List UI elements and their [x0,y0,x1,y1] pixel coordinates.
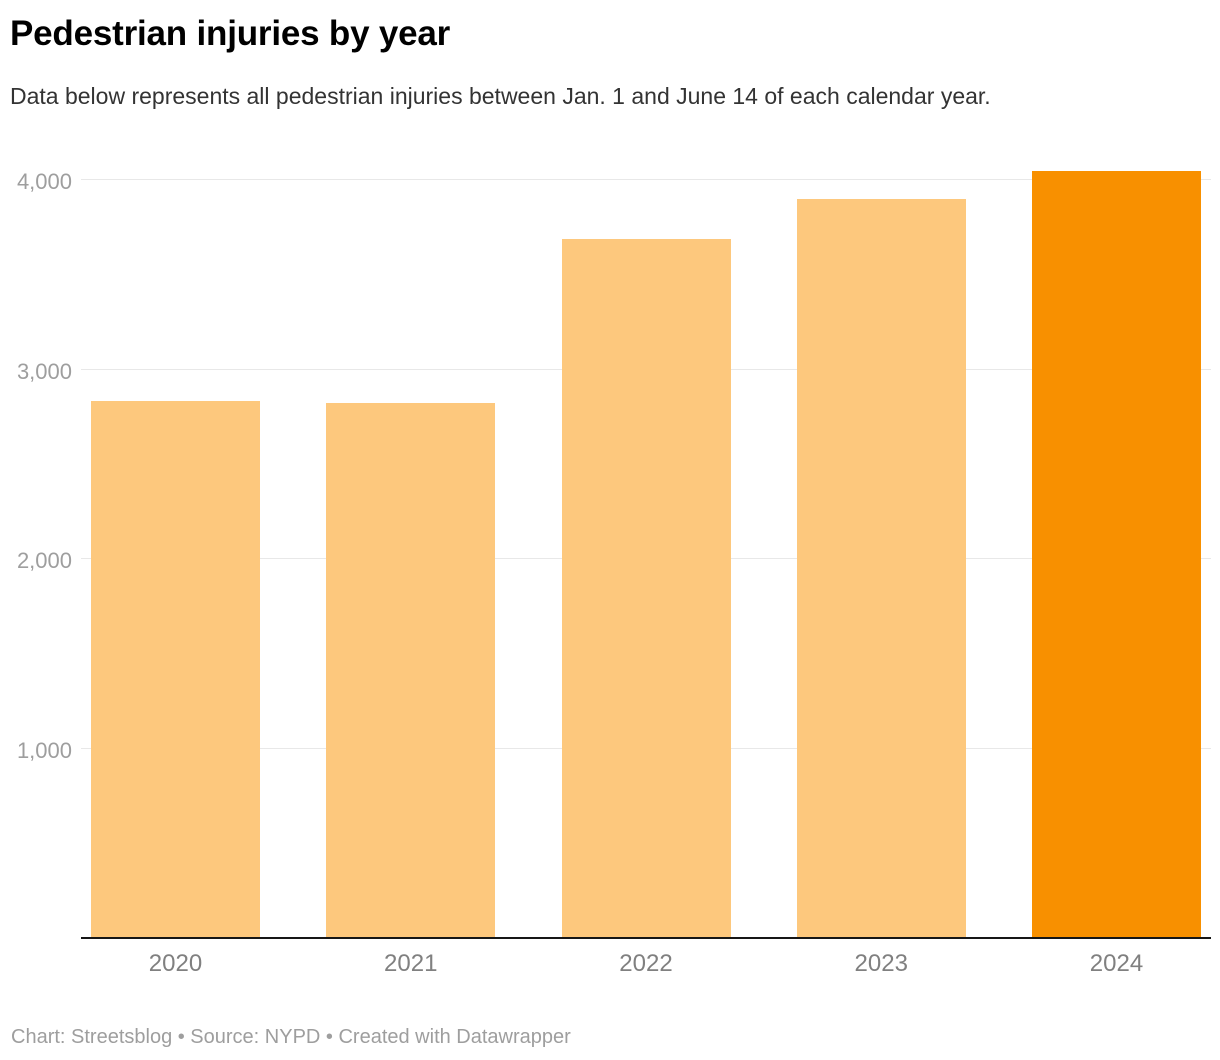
bar-2021 [326,402,496,937]
bar-2020 [91,400,260,937]
bar-chart-plot-area: 1,000 2,000 3,000 4,000 2020 2021 2022 2023 2024 [16,169,1211,977]
bar-2024 [1032,171,1201,937]
y-axis-tick-label: 2,000 [16,548,72,573]
y-gridline-4000 [81,179,1211,180]
bar-2022 [561,238,731,937]
bar-2023 [796,198,966,937]
x-axis-label-2022: 2022 [619,950,673,977]
chart-title: Pedestrian injuries by year [10,14,451,53]
x-axis-line [81,937,1211,939]
y-axis-tick-label: 4,000 [16,169,72,194]
x-axis-label-2023: 2023 [854,950,908,977]
chart-footer-attribution: Chart: Streetsblog • Source: NYPD • Crea… [11,1026,571,1048]
y-axis-tick-label: 1,000 [16,737,72,763]
x-axis-label-2020: 2020 [148,950,203,977]
chart-subtitle: Data below represents all pedestrian inj… [10,83,991,109]
x-axis-label-2021: 2021 [384,950,438,977]
y-axis-tick-label: 3,000 [16,358,72,384]
x-axis-label-2024: 2024 [1089,950,1144,977]
